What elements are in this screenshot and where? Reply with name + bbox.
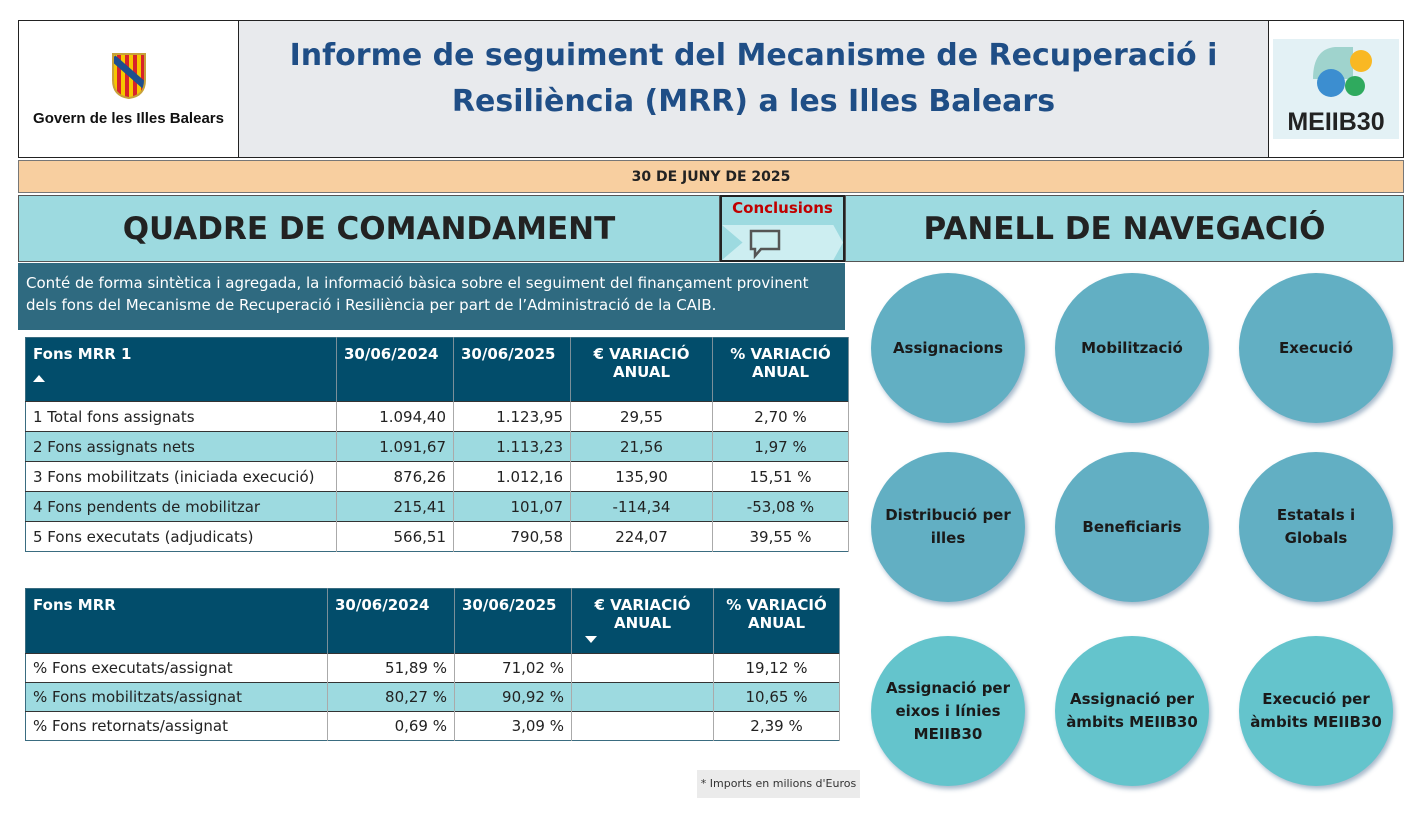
cell-value: 29,55 xyxy=(570,401,713,432)
fons-mrr-table: Fons MRR 1 30/06/2024 30/06/2025 € VARIA… xyxy=(25,337,849,552)
cell-value: 2,70 % xyxy=(712,401,849,432)
meiib30-circles-icon xyxy=(1313,47,1372,97)
page-title: Informe de seguiment del Mecanisme de Re… xyxy=(239,21,1269,157)
row-label: 2 Fons assignats nets xyxy=(25,431,337,462)
meiib30-logo: MEIIB30 xyxy=(1269,21,1403,157)
row-label: % Fons retornats/assignat xyxy=(25,711,328,741)
cell-value: 790,58 xyxy=(453,521,571,552)
cell-value xyxy=(571,711,714,741)
cell-value: -53,08 % xyxy=(712,491,849,522)
cell-value: 224,07 xyxy=(570,521,713,552)
conclusions-label: Conclusions xyxy=(732,199,833,217)
nav-button-estatals-i-globals[interactable]: Estatals i Globals xyxy=(1239,452,1393,602)
row-label: 3 Fons mobilitzats (iniciada execució) xyxy=(25,461,337,492)
cell-value: 876,26 xyxy=(336,461,454,492)
cell-value: 19,12 % xyxy=(713,653,840,683)
nav-button-beneficiaris[interactable]: Beneficiaris xyxy=(1055,452,1209,602)
cell-value xyxy=(571,653,714,683)
units-note: * Imports en milions d'Euros xyxy=(697,770,860,798)
cell-value: 51,89 % xyxy=(327,653,455,683)
description: Conté de forma sintètica i agregada, la … xyxy=(18,263,845,330)
table-row: 5 Fons executats (adjudicats) 566,51 790,5… xyxy=(25,521,849,552)
row-label: 1 Total fons assignats xyxy=(25,401,337,432)
cell-value: 566,51 xyxy=(336,521,454,552)
fons-mrr-ratio-table: Fons MRR 30/06/2024 30/06/2025 € VARIACI… xyxy=(25,588,840,741)
cell-value: 2,39 % xyxy=(713,711,840,741)
nav-button-assignacions[interactable]: Assignacions xyxy=(871,273,1025,423)
table-row: 1 Total fons assignats 1.094,40 1.123,95 29… xyxy=(25,401,849,432)
row-label: % Fons mobilitzats/assignat xyxy=(25,682,328,712)
cell-value: 1.091,67 xyxy=(336,431,454,462)
table-row: % Fons retornats/assignat 0,69 % 3,09 % 2,3… xyxy=(25,711,840,741)
nav-button-assignacio-per-ambits-meiib30[interactable]: Assignació per àmbits MEIIB30 xyxy=(1055,636,1209,786)
sort-descending-icon[interactable] xyxy=(585,636,597,643)
cell-value: 90,92 % xyxy=(454,682,572,712)
cell-value xyxy=(571,682,714,712)
table-row: 4 Fons pendents de mobilitzar 215,41 101,0… xyxy=(25,491,849,522)
row-label: % Fons executats/assignat xyxy=(25,653,328,683)
column-header-fons[interactable]: Fons MRR 1 xyxy=(25,337,337,402)
table-row: % Fons executats/assignat 51,89 % 71,02 % 1… xyxy=(25,653,840,683)
quadre-title: QUADRE DE COMANDAMENT xyxy=(18,195,720,262)
nav-button-distribucio-per-illes[interactable]: Distribució per illes xyxy=(871,452,1025,602)
cell-value: -114,34 xyxy=(570,491,713,522)
cell-value: 1.012,16 xyxy=(453,461,571,492)
cell-value: 1.123,95 xyxy=(453,401,571,432)
cell-value: 39,55 % xyxy=(712,521,849,552)
column-header-fons[interactable]: Fons MRR xyxy=(25,588,328,654)
column-header-eur-variation[interactable]: € VARIACIÓ ANUAL xyxy=(571,588,714,654)
column-header-2025[interactable]: 30/06/2025 xyxy=(454,588,572,654)
cell-value: 3,09 % xyxy=(454,711,572,741)
speech-bubble-icon xyxy=(749,229,781,259)
cell-value: 1.113,23 xyxy=(453,431,571,462)
column-header-2024[interactable]: 30/06/2024 xyxy=(336,337,454,402)
column-header-pct-variation[interactable]: % VARIACIÓ ANUAL xyxy=(712,337,849,402)
cell-value: 15,51 % xyxy=(712,461,849,492)
column-header-pct-variation[interactable]: % VARIACIÓ ANUAL xyxy=(713,588,840,654)
table-row: 2 Fons assignats nets 1.091,67 1.113,23 21,… xyxy=(25,431,849,462)
govern-logo: Govern de les Illes Balears xyxy=(19,21,239,157)
nav-button-mobilitzacio[interactable]: Mobilització xyxy=(1055,273,1209,423)
cell-value: 80,27 % xyxy=(327,682,455,712)
chevron-arrow-shape xyxy=(722,225,843,260)
panell-title: PANELL DE NAVEGACIÓ xyxy=(845,195,1404,262)
table-row: 3 Fons mobilitzats (iniciada execució) 87… xyxy=(25,461,849,492)
cell-value: 71,02 % xyxy=(454,653,572,683)
column-header-2025[interactable]: 30/06/2025 xyxy=(453,337,571,402)
coat-of-arms-icon xyxy=(111,52,146,99)
cell-value: 21,56 xyxy=(570,431,713,462)
row-label: 5 Fons executats (adjudicats) xyxy=(25,521,337,552)
cell-value: 215,41 xyxy=(336,491,454,522)
cell-value: 1,97 % xyxy=(712,431,849,462)
cell-value: 10,65 % xyxy=(713,682,840,712)
sort-ascending-icon[interactable] xyxy=(33,375,45,382)
nav-button-execucio[interactable]: Execució xyxy=(1239,273,1393,423)
report-date: 30 DE JUNY DE 2025 xyxy=(18,160,1404,193)
column-header-2024[interactable]: 30/06/2024 xyxy=(327,588,455,654)
table-row: % Fons mobilitzats/assignat 80,27 % 90,92 … xyxy=(25,682,840,712)
cell-value: 1.094,40 xyxy=(336,401,454,432)
cell-value: 135,90 xyxy=(570,461,713,492)
cell-value: 0,69 % xyxy=(327,711,455,741)
govern-logo-text: Govern de les Illes Balears xyxy=(33,109,224,127)
report-header: Govern de les Illes Balears Informe de s… xyxy=(18,20,1404,158)
cell-value: 101,07 xyxy=(453,491,571,522)
nav-button-execucio-per-ambits-meiib30[interactable]: Execució per àmbits MEIIB30 xyxy=(1239,636,1393,786)
row-label: 4 Fons pendents de mobilitzar xyxy=(25,491,337,522)
conclusions-button[interactable]: Conclusions xyxy=(720,195,845,262)
nav-button-assignacio-per-eixos-i-linies-meiib30[interactable]: Assignació per eixos i línies MEIIB30 xyxy=(871,636,1025,786)
column-header-eur-variation[interactable]: € VARIACIÓ ANUAL xyxy=(570,337,713,402)
meiib30-logo-text: MEIIB30 xyxy=(1287,108,1385,136)
